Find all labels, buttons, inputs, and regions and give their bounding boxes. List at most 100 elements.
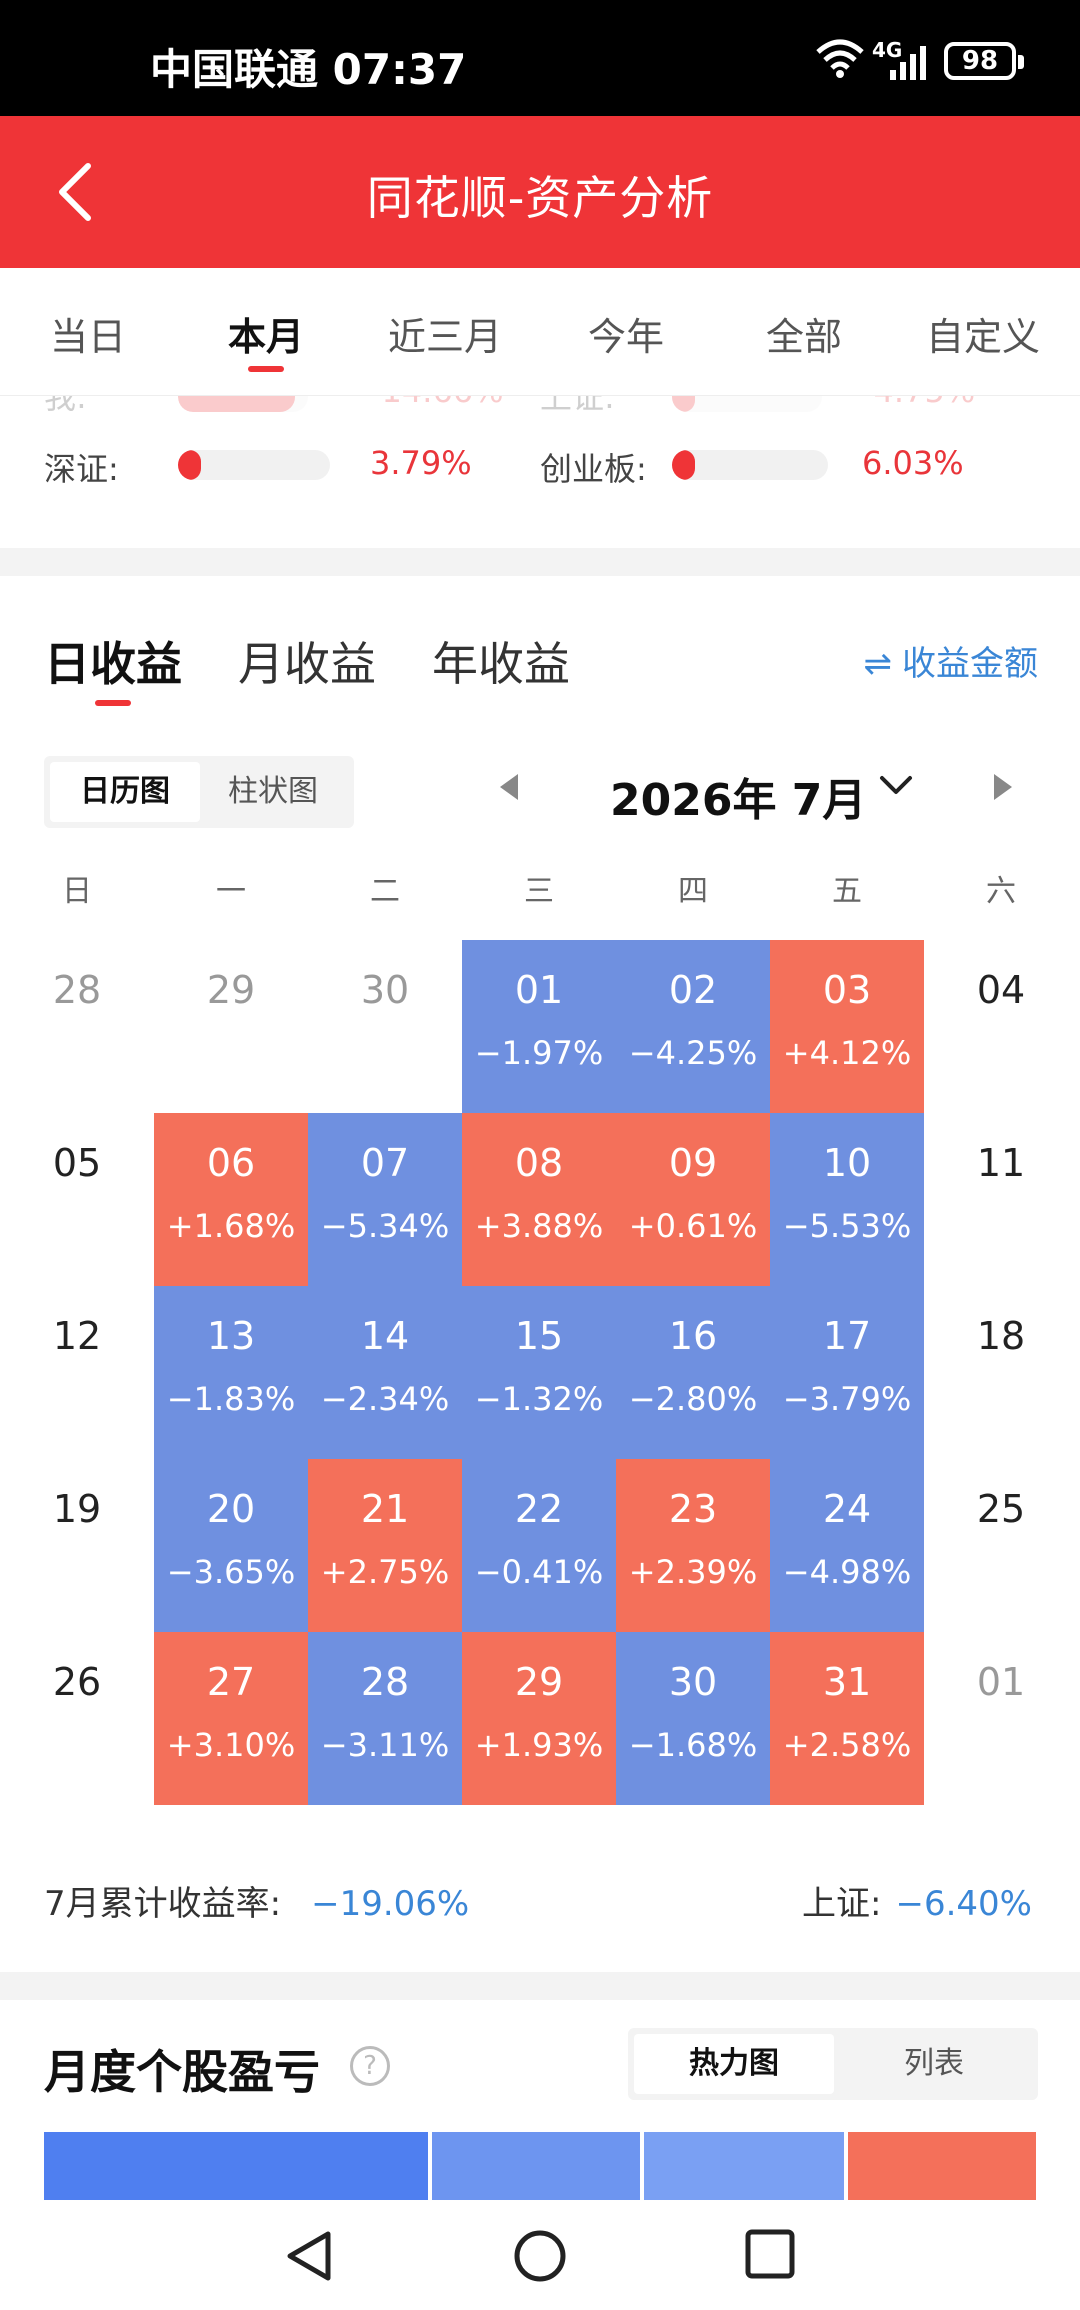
day-number: 21 bbox=[360, 1487, 410, 1531]
day-return: +1.93% bbox=[474, 1726, 604, 1764]
heatmap-tile[interactable] bbox=[432, 2132, 640, 2200]
calendar-day-cell[interactable]: 09 +0.61% bbox=[616, 1113, 770, 1286]
tab-label: 年收益 bbox=[432, 637, 570, 691]
calendar-day-cell: 25 bbox=[924, 1459, 1078, 1632]
heatmap-view-button[interactable]: 热力图 bbox=[634, 2034, 834, 2094]
calendar-view-button[interactable]: 日历图 bbox=[50, 762, 200, 822]
weekday-label: 一 bbox=[216, 874, 246, 909]
nav-home-icon[interactable] bbox=[512, 2228, 568, 2284]
tab-this-year[interactable]: 今年 bbox=[588, 306, 664, 361]
day-number: 05 bbox=[52, 1141, 102, 1185]
calendar-day-cell[interactable]: 17 −3.79% bbox=[770, 1286, 924, 1459]
calendar-day-cell[interactable]: 06 +1.68% bbox=[154, 1113, 308, 1286]
heatmap-tile[interactable] bbox=[644, 2132, 844, 2200]
calendar-day-cell[interactable]: 27 +3.10% bbox=[154, 1632, 308, 1805]
day-return: −2.34% bbox=[320, 1380, 450, 1418]
nav-recents-icon[interactable] bbox=[744, 2228, 796, 2280]
calendar-day-cell[interactable]: 14 −2.34% bbox=[308, 1286, 462, 1459]
calendar-day-cell[interactable]: 22 −0.41% bbox=[462, 1459, 616, 1632]
day-number: 12 bbox=[52, 1314, 102, 1358]
calendar-day-cell[interactable]: 21 +2.75% bbox=[308, 1459, 462, 1632]
calendar-day-cell: 26 bbox=[0, 1632, 154, 1805]
day-number: 25 bbox=[976, 1487, 1026, 1531]
calendar-day-cell[interactable]: 15 −1.32% bbox=[462, 1286, 616, 1459]
calendar-day-cell[interactable]: 30 −1.68% bbox=[616, 1632, 770, 1805]
calendar-day-cell[interactable]: 03 +4.12% bbox=[770, 940, 924, 1113]
tab-custom[interactable]: 自定义 bbox=[926, 306, 1040, 361]
weekday-label: 日 bbox=[62, 874, 92, 909]
day-number: 17 bbox=[822, 1314, 872, 1358]
tab-this-month[interactable]: 本月 bbox=[228, 306, 304, 372]
tab-label: 今年 bbox=[588, 315, 665, 359]
next-month-icon[interactable] bbox=[994, 774, 1012, 800]
day-return: −1.83% bbox=[166, 1380, 296, 1418]
day-number: 08 bbox=[514, 1141, 564, 1185]
back-arrow-icon[interactable] bbox=[48, 160, 108, 224]
calendar-day-cell[interactable]: 07 −5.34% bbox=[308, 1113, 462, 1286]
calendar-day-cell: 30 bbox=[308, 940, 462, 1113]
day-return: −1.32% bbox=[474, 1380, 604, 1418]
calendar-day-cell[interactable]: 24 −4.98% bbox=[770, 1459, 924, 1632]
day-return: +2.39% bbox=[628, 1553, 758, 1591]
tab-label: 日收益 bbox=[44, 637, 182, 691]
pnl-view-toggle: 热力图 列表 bbox=[628, 2028, 1038, 2100]
list-view-button[interactable]: 列表 bbox=[904, 2046, 964, 2081]
calendar-day-cell[interactable]: 20 −3.65% bbox=[154, 1459, 308, 1632]
heatmap-tile[interactable] bbox=[44, 2132, 428, 2200]
calendar-day-cell[interactable]: 10 −5.53% bbox=[770, 1113, 924, 1286]
weekday-label: 四 bbox=[678, 874, 708, 909]
calendar-day-cell[interactable]: 02 −4.25% bbox=[616, 940, 770, 1113]
monthly-stock-pnl: 月度个股盈亏 ? 热力图 列表 bbox=[0, 2000, 1080, 2200]
return-amount-toggle[interactable]: ⇌ 收益金额 bbox=[864, 636, 1039, 685]
heatmap-tile[interactable] bbox=[848, 2132, 1036, 2200]
market-comparison: 我: -14.66% 上证: -4.75% 深证: 3.79% 创业板: 6.0… bbox=[0, 396, 1080, 548]
calendar-day-cell[interactable]: 13 −1.83% bbox=[154, 1286, 308, 1459]
compare-label: 上证: bbox=[540, 396, 615, 416]
tab-monthly-return[interactable]: 月收益 bbox=[238, 628, 376, 694]
signal-icon bbox=[890, 46, 926, 80]
calendar-day-cell[interactable]: 31 +2.58% bbox=[770, 1632, 924, 1805]
day-return: +1.68% bbox=[166, 1207, 296, 1245]
tab-today[interactable]: 当日 bbox=[50, 306, 126, 361]
chevron-down-icon[interactable] bbox=[876, 770, 916, 800]
calendar-day-cell[interactable]: 23 +2.39% bbox=[616, 1459, 770, 1632]
tab-daily-return[interactable]: 日收益 bbox=[44, 628, 182, 706]
bar-view-button[interactable]: 柱状图 bbox=[228, 774, 318, 809]
day-number: 18 bbox=[976, 1314, 1026, 1358]
month-cumulative-return: 7月累计收益率: −19.06% bbox=[44, 1876, 469, 1925]
view-toggle: 日历图 柱状图 bbox=[44, 756, 354, 828]
active-tab-indicator bbox=[248, 366, 284, 372]
day-number: 16 bbox=[668, 1314, 718, 1358]
tab-label: 自定义 bbox=[926, 315, 1041, 359]
day-return: −2.80% bbox=[628, 1380, 758, 1418]
calendar-day-cell[interactable]: 08 +3.88% bbox=[462, 1113, 616, 1286]
calendar-day-cell[interactable]: 16 −2.80% bbox=[616, 1286, 770, 1459]
swap-icon: ⇌ bbox=[863, 644, 893, 684]
calendar-day-cell[interactable]: 29 +1.93% bbox=[462, 1632, 616, 1805]
day-number: 29 bbox=[206, 968, 256, 1012]
help-icon[interactable]: ? bbox=[350, 2046, 390, 2086]
nav-back-icon[interactable] bbox=[282, 2228, 336, 2284]
month-label[interactable]: 2026年 7月 bbox=[610, 775, 867, 826]
weekday-label: 六 bbox=[986, 874, 1016, 909]
day-return: +4.12% bbox=[782, 1034, 912, 1072]
calendar-day-cell: 29 bbox=[154, 940, 308, 1113]
day-return: −4.25% bbox=[628, 1034, 758, 1072]
day-number: 04 bbox=[976, 968, 1026, 1012]
day-number: 19 bbox=[52, 1487, 102, 1531]
prev-month-icon[interactable] bbox=[500, 774, 518, 800]
network-type: 4G bbox=[872, 38, 903, 62]
tab-label: 近三月 bbox=[388, 315, 503, 359]
day-number: 02 bbox=[668, 968, 718, 1012]
day-number: 01 bbox=[976, 1660, 1026, 1704]
tab-yearly-return[interactable]: 年收益 bbox=[432, 628, 570, 694]
tab-all[interactable]: 全部 bbox=[766, 306, 842, 361]
calendar-day-cell[interactable]: 01 −1.97% bbox=[462, 940, 616, 1113]
tab-last-three-months[interactable]: 近三月 bbox=[388, 306, 502, 361]
compare-label: 我: bbox=[44, 396, 87, 416]
day-return: −3.11% bbox=[320, 1726, 450, 1764]
calendar-day-cell[interactable]: 28 −3.11% bbox=[308, 1632, 462, 1805]
day-number: 28 bbox=[52, 968, 102, 1012]
compare-bar-fill bbox=[178, 450, 201, 480]
compare-bar-chinext bbox=[672, 450, 828, 480]
